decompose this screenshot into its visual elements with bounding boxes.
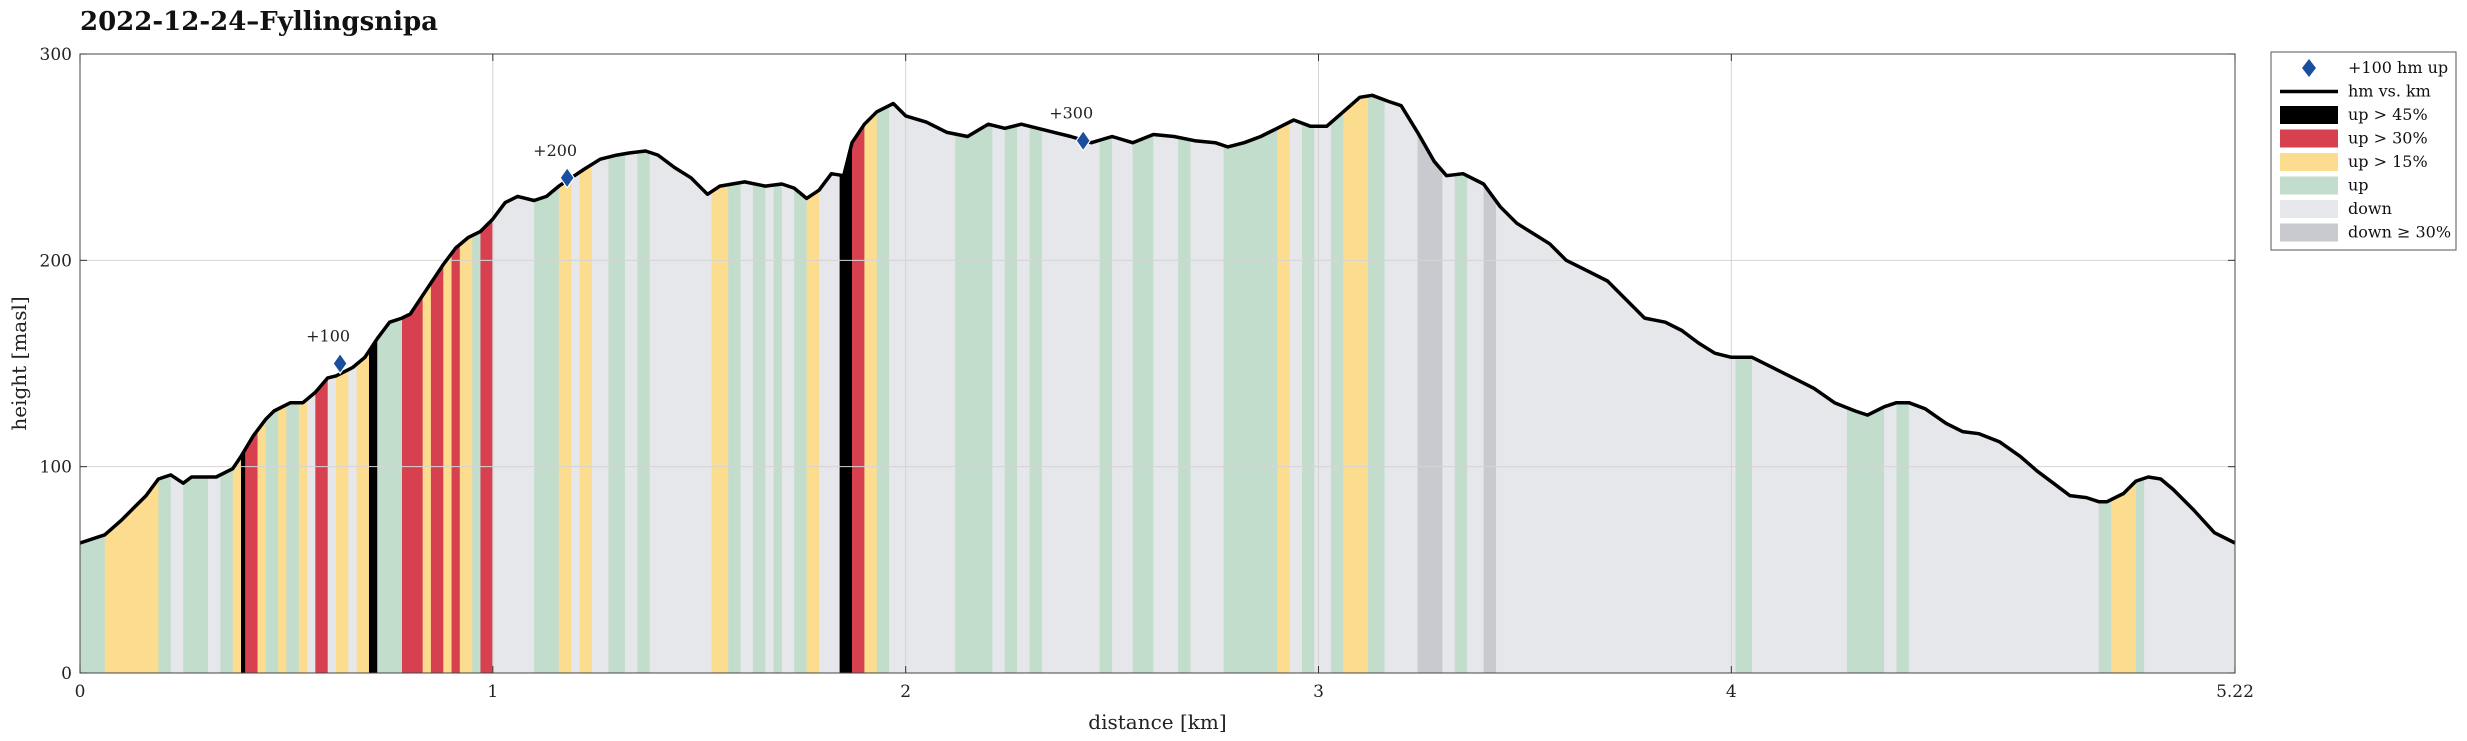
slope-band-up [472, 54, 481, 673]
y-tick-label: 300 [40, 45, 72, 65]
legend-swatch-down-ge-30 [2280, 223, 2338, 242]
slope-band-down [765, 54, 774, 673]
slope-band-up [1029, 54, 1043, 673]
legend-label: +100 hm up [2348, 58, 2448, 77]
slope-band-up [955, 54, 993, 673]
x-tick-label: 5.22 [2216, 682, 2254, 702]
slope-band-down [1112, 54, 1134, 673]
slope-band-down-ge-30 [1483, 54, 1497, 673]
slope-band-up-gt-45 [368, 54, 378, 673]
slope-band-up-gt-45 [839, 54, 853, 673]
x-tick-label: 0 [75, 682, 86, 702]
slope-band-down [1017, 54, 1030, 673]
slope-band-down [1041, 54, 1101, 673]
above-profile-mask [80, 54, 2235, 543]
y-tick-label: 200 [40, 251, 72, 271]
x-axis-label: distance [km] [1088, 710, 1226, 734]
y-axis-label: height [masl] [7, 296, 31, 430]
legend-swatch-marker [2302, 59, 2316, 77]
slope-band-up [794, 54, 807, 673]
slope-band-up [1099, 54, 1113, 673]
x-tick-label: 1 [487, 682, 498, 702]
slope-band-up-gt-15 [864, 54, 878, 673]
slope-band-up-gt-30 [852, 54, 865, 673]
slope-band-down [818, 54, 841, 673]
legend-label: hm vs. km [2348, 82, 2431, 101]
slope-band-up-gt-30 [451, 54, 461, 673]
slope-band-down [1153, 54, 1179, 673]
y-tick-label: 0 [61, 664, 72, 684]
legend-label: up > 30% [2348, 129, 2428, 148]
slope-band-up [773, 54, 783, 673]
slope-band-up [728, 54, 741, 673]
slope-band-up-gt-15 [711, 54, 729, 673]
legend-swatch-up [2280, 176, 2338, 195]
legend-label: down [2348, 199, 2392, 218]
slope-band-up-gt-15 [579, 54, 593, 673]
slope-band-down [992, 54, 1006, 673]
slope-band-up [637, 54, 651, 673]
slope-band-up-gt-15 [422, 54, 432, 673]
legend-label: down ≥ 30% [2348, 223, 2451, 242]
axes: 0 1 2 3 4 5.22 0 100 200 300 [40, 45, 2254, 702]
marker-group: +100 +200 +300 [306, 104, 1093, 375]
slope-band-up [876, 54, 890, 673]
slope-band-up-gt-15 [1277, 54, 1291, 673]
slope-band-up-gt-15 [806, 54, 820, 673]
slope-band-down [1289, 54, 1303, 673]
slope-band-down [889, 54, 956, 673]
slope-band-up-gt-15 [443, 54, 452, 673]
x-tick-label: 2 [900, 682, 911, 702]
slope-band-down [1442, 54, 1456, 673]
slope-band-down [1190, 54, 1224, 673]
slope-band-up [1223, 54, 1278, 673]
slope-band-down [1314, 54, 1332, 673]
slope-band-down [591, 54, 609, 673]
legend-label: up > 15% [2348, 152, 2428, 171]
slope-band-down [781, 54, 795, 673]
plot-frame [79, 53, 2236, 674]
slope-band-up [1132, 54, 1154, 673]
x-tick-label: 3 [1313, 682, 1324, 702]
slope-band-up-gt-15 [1343, 54, 1369, 673]
slope-band-up [608, 54, 626, 673]
slope-band-down [740, 54, 754, 673]
legend-swatch-up-gt-45 [2280, 106, 2338, 124]
slope-band-up [1454, 54, 1468, 673]
slope-band-up [752, 54, 766, 673]
slope-band-up [1178, 54, 1191, 673]
legend-swatch-down [2280, 200, 2338, 218]
elevation-marker [559, 166, 575, 189]
above-profile-mask-area [80, 54, 2235, 543]
legend-label: up [2348, 176, 2369, 195]
elevation-marker [332, 352, 348, 375]
slope-band-down [571, 54, 580, 673]
slope-band-up [1004, 54, 1018, 673]
legend-swatch-up-gt-15 [2280, 153, 2338, 171]
marker-label: +300 [1049, 104, 1093, 123]
slope-band-up [1301, 54, 1315, 673]
slope-band-up-gt-15 [558, 54, 572, 673]
slope-band-down [624, 54, 638, 673]
slope-band-up [1368, 54, 1385, 673]
legend-label: up > 45% [2348, 105, 2428, 124]
elevation-marker [1075, 129, 1091, 152]
slope-band-down [1467, 54, 1485, 673]
marker-label: +100 [306, 327, 350, 346]
chart-title: 2022-12-24–Fyllingsnipa [80, 7, 438, 37]
profile-line-group [79, 93, 2236, 545]
profile-line [79, 93, 2236, 545]
slope-band-up [1330, 54, 1344, 673]
x-tick-label: 4 [1726, 682, 1737, 702]
grid [80, 54, 2235, 673]
legend-swatch-up-gt-30 [2280, 129, 2338, 148]
y-tick-label: 100 [40, 458, 72, 478]
slope-band-down [1384, 54, 1418, 673]
marker-label: +200 [533, 141, 577, 160]
legend: +100 hm up hm vs. km up > 45% up > 30% up > … [2270, 51, 2457, 251]
